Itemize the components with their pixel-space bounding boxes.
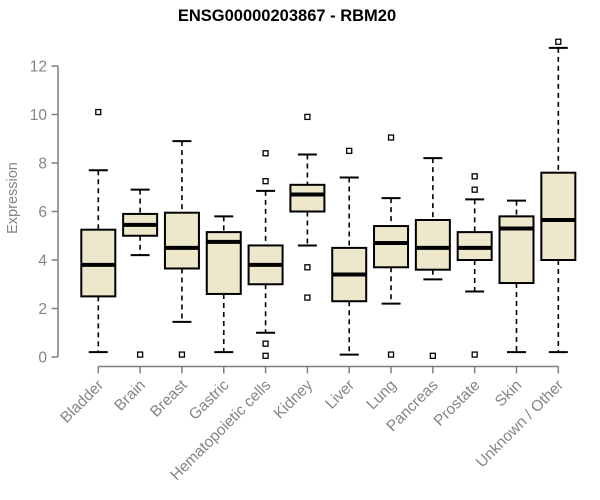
box-group-lung — [373, 134, 410, 358]
y-tick-label: 10 — [30, 107, 48, 124]
box-group-unknown-other — [540, 38, 577, 354]
box-group-brain — [122, 188, 159, 358]
iqr-box — [373, 225, 410, 269]
outlier-point — [304, 294, 311, 301]
outlier-point — [387, 351, 395, 358]
outlier-point — [262, 352, 269, 359]
x-tick-label: Bladder — [57, 377, 107, 427]
outlier-point — [555, 38, 562, 45]
outlier-point — [471, 351, 478, 358]
outlier-point — [346, 147, 353, 155]
box-group-prostate — [456, 173, 493, 358]
boxes-layer — [80, 38, 577, 359]
x-tick-label: Prostate — [431, 377, 484, 430]
y-tick-label: 8 — [38, 156, 47, 173]
outlier-point — [95, 108, 102, 116]
chart-title: ENSG00000203867 - RBM20 — [178, 7, 396, 25]
box-group-skin — [498, 199, 535, 354]
outlier-point — [304, 113, 311, 121]
box-group-breast — [163, 140, 200, 358]
x-tick-label: Kidney — [271, 377, 317, 423]
x-tick-label: Lung — [363, 377, 399, 413]
iqr-box — [163, 211, 200, 270]
outlier-point — [262, 150, 269, 157]
iqr-box — [414, 218, 451, 271]
outlier-point — [262, 340, 269, 347]
iqr-box — [498, 215, 535, 285]
box-group-gastric — [205, 215, 242, 354]
iqr-box — [540, 171, 577, 261]
box-group-pancreas — [414, 157, 451, 359]
outlier-point — [387, 134, 395, 141]
x-tick-label: Breast — [147, 376, 191, 420]
outlier-point — [136, 351, 144, 358]
x-tick-label: Brain — [111, 377, 149, 415]
box-group-hematopoietic-cells — [247, 150, 284, 359]
y-tick-label: 6 — [38, 204, 47, 221]
y-tick-label: 0 — [38, 350, 47, 367]
outlier-point — [178, 351, 186, 358]
y-tick-label: 12 — [30, 59, 47, 76]
x-tick-label: Skin — [492, 377, 525, 410]
outlier-point — [304, 264, 311, 271]
outlier-point — [429, 352, 437, 359]
y-tick-label: 4 — [38, 253, 47, 270]
y-axis-label: Expression — [5, 162, 21, 234]
box-group-liver — [331, 147, 368, 356]
outlier-point — [262, 178, 269, 185]
box-group-bladder — [80, 108, 117, 354]
iqr-box — [289, 183, 326, 213]
box-group-kidney — [289, 113, 326, 301]
x-tick-label: Liver — [322, 377, 358, 413]
outlier-point — [471, 173, 478, 180]
outlier-point — [471, 186, 478, 193]
y-tick-label: 2 — [38, 301, 47, 318]
